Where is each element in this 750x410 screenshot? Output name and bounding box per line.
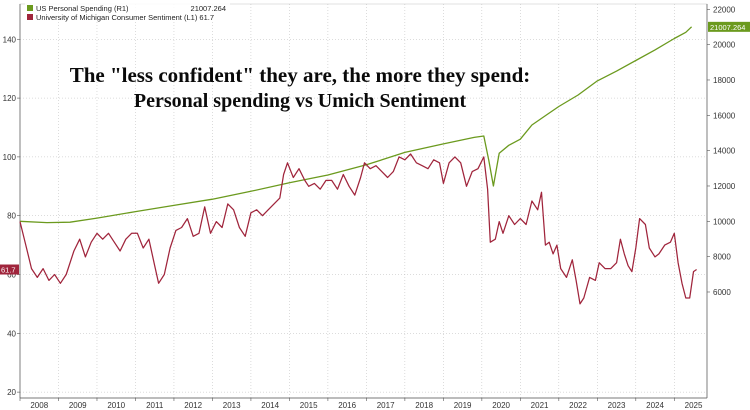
last-value-label-sentiment: 61.7 (1, 266, 16, 275)
y-right-tick-label: 10000 (713, 217, 736, 226)
legend-label-spending: US Personal Spending (R1) (36, 4, 129, 13)
series-line-sentiment (19, 153, 697, 305)
y-right-tick-label: 14000 (713, 147, 736, 156)
x-tick-label: 2016 (338, 401, 356, 410)
x-tick-label: 2008 (30, 401, 48, 410)
x-tick-label: 2017 (377, 401, 395, 410)
series-line-spending (19, 26, 693, 224)
x-tick-label: 2018 (415, 401, 433, 410)
x-tick-label: 2012 (184, 401, 202, 410)
x-tick-label: 2019 (454, 401, 472, 410)
y-left-tick-label: 60 (7, 271, 16, 280)
last-value-label-spending: 21007.264 (710, 23, 745, 32)
x-tick-label: 2013 (223, 401, 241, 410)
y-left-tick-label: 120 (3, 94, 17, 103)
y-right-tick-label: 16000 (713, 111, 736, 120)
legend-value-sentiment: 61.7 (199, 13, 214, 22)
x-tick-label: 2022 (569, 401, 587, 410)
legend-swatch-sentiment (27, 14, 33, 20)
y-left-tick-label: 140 (3, 35, 17, 44)
legend: US Personal Spending (R1) 21007.264 Univ… (25, 3, 230, 22)
x-tick-label: 2024 (646, 401, 664, 410)
x-tick-label: 2015 (300, 401, 318, 410)
x-tick-label: 2020 (492, 401, 510, 410)
label-layer: 20 40 60 80 100 120 140 6000 8000 10000 12000 14000… (0, 5, 750, 410)
y-right-tick-label: 12000 (713, 182, 736, 191)
y-right-tick-label: 6000 (713, 288, 731, 297)
y-left-tick-label: 80 (7, 212, 16, 221)
legend-label-sentiment: University of Michigan Consumer Sentimen… (36, 13, 214, 22)
y-right-tick-label: 20000 (713, 41, 736, 50)
chart-title: The "less confident" they are, the more … (70, 63, 531, 87)
x-tick-label: 2014 (261, 401, 279, 410)
y-right-tick-label: 22000 (713, 5, 736, 14)
last-value-badge-spending (708, 21, 750, 32)
legend-value-spending: 21007.264 (191, 4, 226, 13)
x-tick-label: 2011 (146, 401, 164, 410)
y-right-tick-label: 8000 (713, 253, 731, 262)
x-tick-label: 2009 (69, 401, 87, 410)
axis-layer (17, 4, 710, 401)
y-left-tick-label: 100 (3, 153, 17, 162)
x-tick-label: 2010 (107, 401, 125, 410)
legend-swatch-spending (27, 5, 33, 11)
series-layer (19, 26, 697, 305)
chart-subtitle: Personal spending vs Umich Sentiment (134, 90, 467, 112)
last-value-badge-sentiment (0, 264, 19, 275)
legend-box (25, 3, 230, 22)
y-left-tick-label: 20 (7, 388, 16, 397)
x-tick-label: 2025 (685, 401, 703, 410)
x-tick-label: 2021 (531, 401, 549, 410)
y-left-tick-label: 40 (7, 329, 16, 338)
legend-label-sentiment-name: University of Michigan Consumer Sentimen… (36, 13, 198, 22)
y-right-tick-label: 18000 (713, 76, 736, 85)
x-tick-label: 2023 (608, 401, 626, 410)
